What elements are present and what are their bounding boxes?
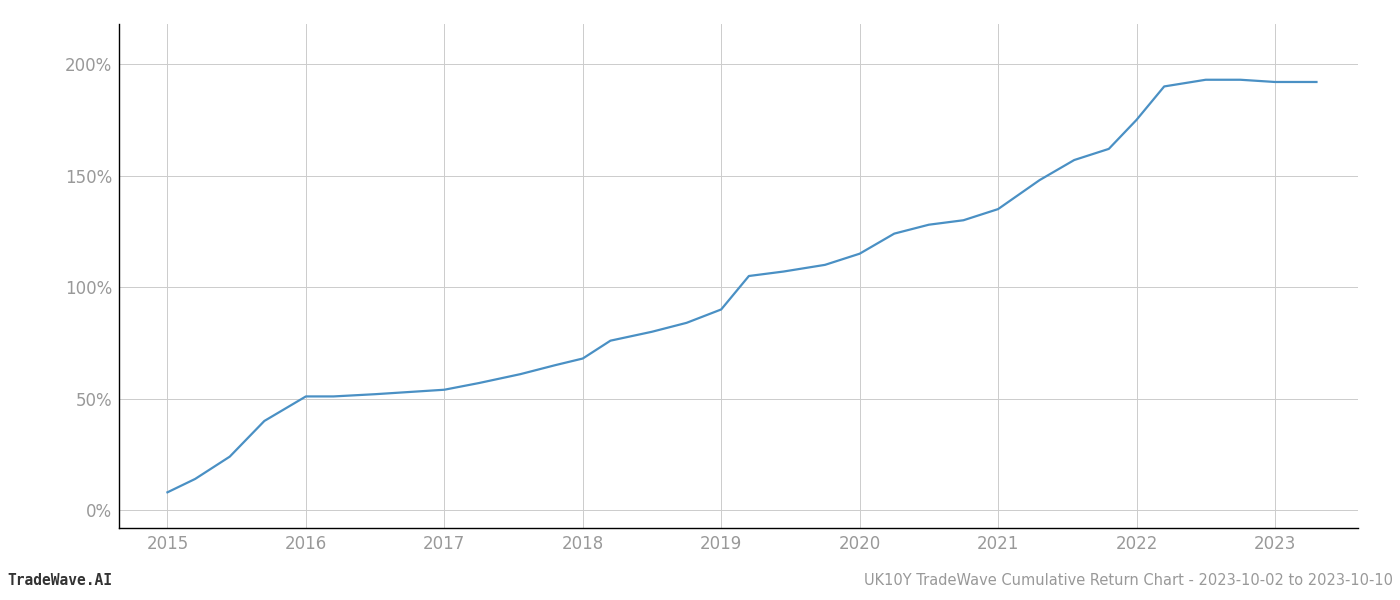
Text: TradeWave.AI: TradeWave.AI — [7, 573, 112, 588]
Text: UK10Y TradeWave Cumulative Return Chart - 2023-10-02 to 2023-10-10: UK10Y TradeWave Cumulative Return Chart … — [864, 573, 1393, 588]
